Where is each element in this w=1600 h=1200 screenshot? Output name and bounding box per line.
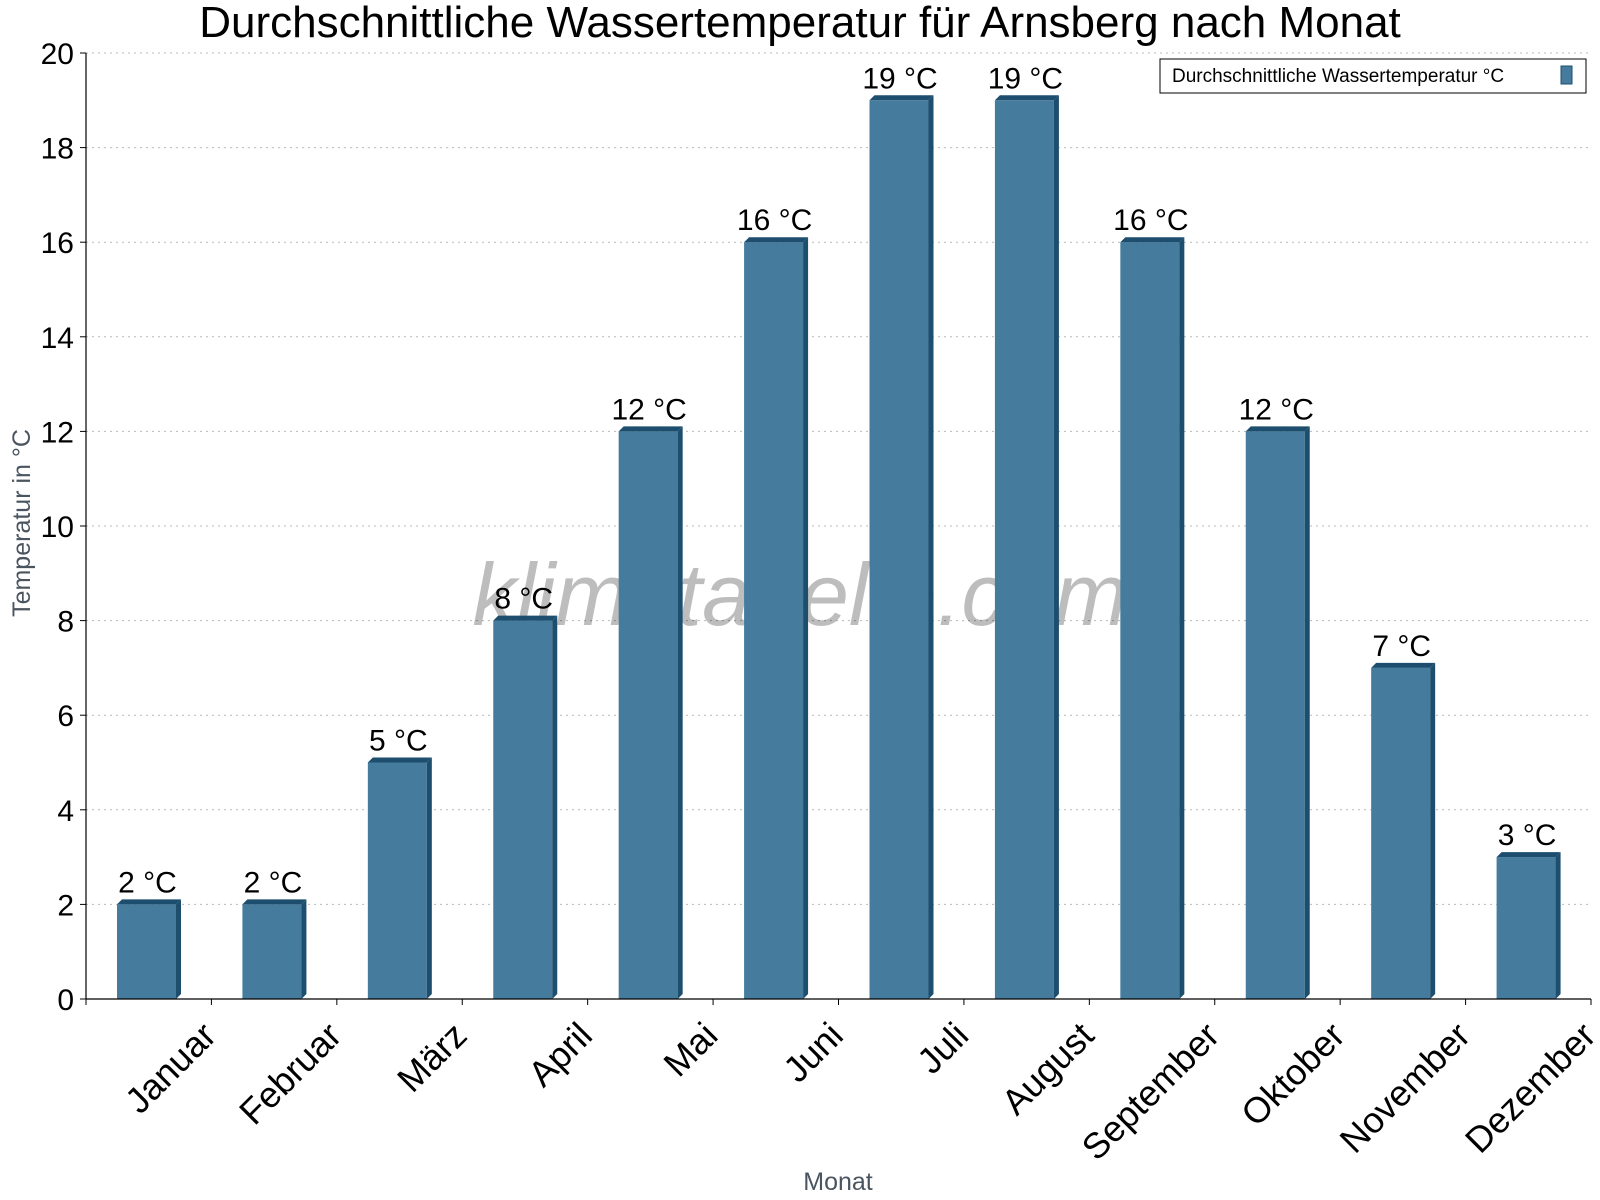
data-label: 12 °C bbox=[611, 393, 686, 426]
bar-top bbox=[744, 237, 809, 243]
x-tick-label: Juli bbox=[909, 1014, 976, 1081]
bar-top bbox=[994, 95, 1059, 101]
bar-side bbox=[1053, 95, 1059, 1000]
bar-side bbox=[426, 757, 432, 999]
y-tick-label: 14 bbox=[41, 322, 74, 355]
bar-side bbox=[1179, 237, 1185, 999]
x-axis-label: Monat bbox=[803, 1168, 873, 1196]
x-tick-label: Februar bbox=[231, 1014, 349, 1132]
bar bbox=[869, 95, 934, 1000]
y-tick-label: 2 bbox=[57, 889, 74, 922]
gridlines bbox=[86, 52, 1591, 905]
bar-top bbox=[493, 615, 558, 621]
x-tick-label: April bbox=[520, 1014, 600, 1094]
bar-face bbox=[869, 100, 929, 1000]
x-tick-label: September bbox=[1074, 1014, 1228, 1168]
bar bbox=[1245, 426, 1310, 999]
legend-box bbox=[1159, 58, 1587, 94]
bar-side bbox=[803, 237, 809, 999]
bar bbox=[242, 899, 307, 999]
bar-face bbox=[1371, 667, 1431, 999]
bar-series bbox=[117, 95, 1561, 1000]
data-label: 3 °C bbox=[1498, 819, 1557, 852]
bar-face bbox=[493, 620, 553, 999]
bar-top bbox=[1245, 426, 1310, 432]
data-label: 5 °C bbox=[369, 725, 428, 758]
bar-top bbox=[618, 426, 683, 432]
y-tick-label: 20 bbox=[41, 38, 74, 71]
y-tick-label: 8 bbox=[57, 606, 74, 639]
bar-side bbox=[552, 615, 558, 999]
bar bbox=[117, 899, 181, 999]
bar-face bbox=[1245, 431, 1305, 999]
bar-top bbox=[242, 899, 307, 905]
data-label: 19 °C bbox=[862, 62, 937, 95]
x-tick-label: November bbox=[1331, 1014, 1477, 1160]
x-tick-label: Dezember bbox=[1457, 1014, 1600, 1160]
legend: Durchschnittliche Wassertemperatur °C bbox=[1159, 58, 1587, 94]
bar-face bbox=[994, 100, 1054, 1000]
bar-top bbox=[869, 95, 934, 101]
data-label: 2 °C bbox=[244, 866, 303, 899]
bar bbox=[994, 95, 1059, 1000]
bar-top bbox=[117, 899, 181, 905]
bar-face bbox=[1120, 242, 1180, 999]
bar-side bbox=[677, 426, 683, 999]
legend-swatch bbox=[1560, 65, 1573, 85]
legend-label: Durchschnittliche Wassertemperatur °C bbox=[1172, 66, 1504, 87]
bar bbox=[1371, 662, 1436, 999]
data-label: 2 °C bbox=[118, 866, 177, 899]
x-tick-label: Mai bbox=[655, 1014, 725, 1084]
bar bbox=[1120, 237, 1185, 999]
bar-face bbox=[242, 904, 302, 999]
bar-face bbox=[1496, 857, 1556, 999]
bar-face bbox=[367, 762, 427, 999]
bar-side bbox=[1304, 426, 1310, 999]
y-tick-label: 6 bbox=[57, 700, 74, 733]
chart-title: Durchschnittliche Wassertemperatur für A… bbox=[199, 0, 1401, 47]
data-label: 7 °C bbox=[1372, 630, 1431, 663]
x-tick-label: März bbox=[389, 1014, 475, 1100]
y-tick-label: 12 bbox=[41, 416, 74, 449]
bar-top bbox=[1120, 237, 1185, 243]
x-tick-label: Januar bbox=[117, 1014, 224, 1121]
data-label: 12 °C bbox=[1239, 393, 1314, 426]
bar bbox=[618, 426, 683, 999]
bar-side bbox=[1430, 662, 1436, 999]
data-label: 16 °C bbox=[737, 204, 812, 237]
y-tick-label: 10 bbox=[41, 511, 74, 544]
bar-side bbox=[301, 899, 307, 999]
bar-side bbox=[176, 899, 181, 999]
x-tick-label: Juni bbox=[775, 1014, 851, 1090]
bar bbox=[367, 757, 432, 999]
bar-face bbox=[744, 242, 804, 999]
bar bbox=[493, 615, 558, 999]
x-tick-label: Oktober bbox=[1233, 1014, 1353, 1134]
y-tick-label: 0 bbox=[57, 984, 74, 1017]
bar bbox=[744, 237, 809, 999]
bar-side bbox=[928, 95, 934, 1000]
data-label: 8 °C bbox=[494, 583, 553, 616]
bar-top bbox=[1371, 662, 1436, 668]
y-tick-label: 4 bbox=[57, 795, 74, 828]
bar-face bbox=[117, 904, 176, 999]
data-label: 19 °C bbox=[988, 62, 1063, 95]
bar-face bbox=[618, 431, 678, 999]
y-axis-label: Temperatur in °C bbox=[8, 429, 36, 617]
data-labels: 2 °C 2 °C 5 °C 8 °C 12 °C 16 °C 19 °C 19 °C 16 °… bbox=[118, 62, 1556, 899]
y-tick-label: 18 bbox=[41, 133, 74, 166]
bar-top bbox=[367, 757, 432, 763]
y-tick-label: 16 bbox=[41, 227, 74, 260]
bar-top bbox=[1496, 852, 1561, 858]
bar bbox=[1496, 852, 1561, 999]
data-label: 16 °C bbox=[1113, 204, 1188, 237]
x-tick-label: August bbox=[993, 1014, 1101, 1122]
bar-side bbox=[1555, 852, 1561, 999]
